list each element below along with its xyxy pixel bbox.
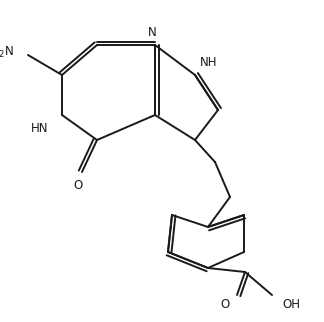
Text: O: O — [220, 298, 230, 311]
Text: H$_2$N: H$_2$N — [0, 44, 14, 60]
Text: N: N — [148, 25, 156, 39]
Text: OH: OH — [282, 298, 300, 311]
Text: HN: HN — [30, 121, 48, 135]
Text: O: O — [73, 178, 83, 192]
Text: NH: NH — [200, 55, 217, 69]
